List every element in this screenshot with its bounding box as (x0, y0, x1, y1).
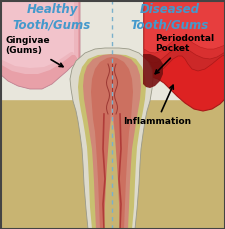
Polygon shape (70, 48, 153, 229)
Polygon shape (143, 54, 163, 88)
Polygon shape (144, 0, 225, 53)
Polygon shape (144, 0, 225, 74)
Polygon shape (91, 57, 133, 229)
Polygon shape (0, 0, 78, 74)
Text: Periodontal
Pocket: Periodontal Pocket (155, 34, 214, 74)
Polygon shape (83, 54, 141, 229)
Polygon shape (0, 0, 74, 68)
Polygon shape (78, 54, 146, 229)
Text: Inflammation: Inflammation (123, 85, 191, 126)
Bar (0, 0, 225, 99)
Text: Healthy
Tooth/Gums: Healthy Tooth/Gums (13, 3, 91, 32)
Text: Diseased
Tooth/Gums: Diseased Tooth/Gums (131, 3, 209, 32)
Text: Gingivae
(Gums): Gingivae (Gums) (5, 36, 63, 67)
Polygon shape (0, 0, 80, 89)
Polygon shape (144, 0, 225, 111)
Polygon shape (144, 0, 225, 63)
